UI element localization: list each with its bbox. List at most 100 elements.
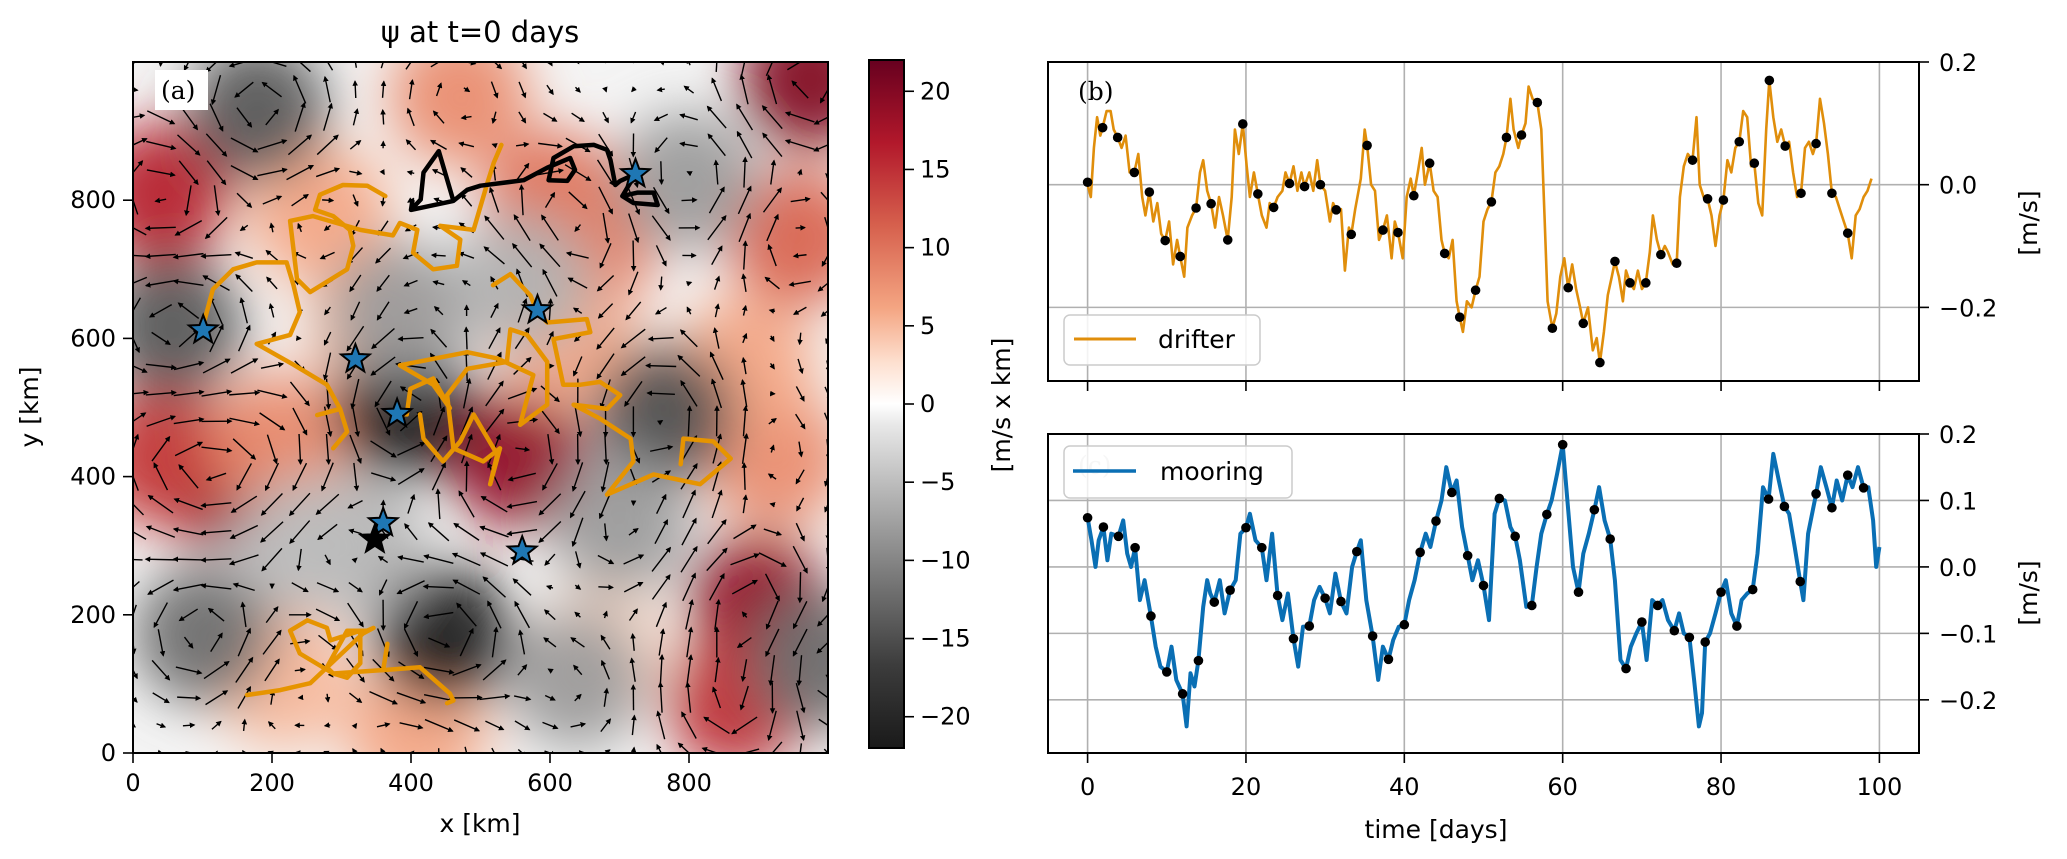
velocity-arrow <box>620 328 646 349</box>
velocity-arrow <box>157 629 166 657</box>
panel-c-xlabel: time [days] <box>1365 815 1508 844</box>
observation-dot <box>1431 516 1441 526</box>
observation-dot <box>1641 278 1651 288</box>
velocity-arrow <box>463 326 470 350</box>
observation-dot <box>1447 487 1457 498</box>
velocity-arrow <box>686 626 694 658</box>
velocity-arrow <box>538 520 562 544</box>
y-tick-label: 400 <box>70 463 116 491</box>
velocity-arrow <box>133 86 139 93</box>
observation-dot <box>1811 489 1821 499</box>
velocity-arrow <box>462 377 472 409</box>
velocity-arrow <box>456 602 477 627</box>
velocity-arrow <box>173 360 205 371</box>
velocity-arrow <box>239 224 249 232</box>
velocity-arrow <box>146 140 177 151</box>
velocity-arrow <box>260 521 284 543</box>
velocity-arrow <box>461 280 471 287</box>
velocity-arrow <box>816 641 828 654</box>
velocity-arrow <box>237 627 251 657</box>
velocity-arrow <box>769 335 775 342</box>
velocity-arrow <box>631 714 637 736</box>
velocity-arrow <box>324 693 331 703</box>
velocity-arrow <box>177 302 200 320</box>
observation-dot <box>1367 631 1378 641</box>
velocity-arrow <box>348 528 362 535</box>
velocity-arrow <box>628 528 639 536</box>
observation-dot <box>1177 689 1188 699</box>
velocity-arrow <box>681 197 698 203</box>
velocity-arrow <box>370 440 397 458</box>
velocity-arrow <box>571 112 585 122</box>
velocity-arrow <box>265 606 279 624</box>
velocity-arrow <box>538 142 563 149</box>
observation-dot <box>1299 181 1310 192</box>
velocity-arrow <box>296 548 302 572</box>
panel-b-drifter: (b) drifter −0.2 0.0 0.2 [m/s] <box>1047 49 2043 391</box>
velocity-arrow <box>645 362 677 369</box>
velocity-arrow <box>325 433 332 466</box>
velocity-arrow <box>708 186 725 214</box>
velocity-arrow <box>521 62 527 70</box>
velocity-arrow <box>797 572 803 604</box>
velocity-arrow <box>771 741 783 753</box>
velocity-arrow <box>512 578 532 596</box>
velocity-arrow <box>433 306 444 316</box>
velocity-arrow <box>790 196 811 203</box>
observation-dot <box>1669 625 1680 636</box>
star-marker <box>186 312 221 345</box>
velocity-arrow <box>819 88 828 104</box>
velocity-arrow <box>653 113 669 121</box>
velocity-arrow <box>797 441 804 458</box>
velocity-arrow <box>158 62 164 67</box>
velocity-arrow <box>604 749 611 753</box>
y-tick-label: 200 <box>70 601 116 629</box>
velocity-arrow <box>539 243 561 268</box>
velocity-arrow <box>133 696 138 703</box>
velocity-arrow <box>681 517 697 546</box>
velocity-arrow <box>714 656 721 683</box>
velocity-arrow <box>739 685 749 711</box>
velocity-arrow <box>203 660 230 680</box>
velocity-arrow <box>213 185 221 217</box>
velocity-arrow <box>737 185 752 215</box>
velocity-arrow <box>710 378 723 409</box>
velocity-arrow <box>315 608 341 622</box>
velocity-arrow <box>352 406 361 438</box>
observation-dot <box>1362 140 1372 151</box>
observation-dot <box>1827 502 1837 513</box>
y-tick-label: 600 <box>70 324 116 352</box>
velocity-arrow <box>133 336 140 354</box>
velocity-arrow <box>396 692 427 704</box>
velocity-arrow <box>351 722 358 730</box>
velocity-arrow <box>651 546 672 572</box>
star-marker <box>618 156 653 189</box>
velocity-arrow <box>655 245 667 267</box>
velocity-arrow <box>204 216 228 240</box>
velocity-arrow <box>655 601 667 628</box>
panel-c-frame <box>1047 433 1920 754</box>
colorbar-gradient <box>868 59 905 749</box>
velocity-arrow <box>514 720 531 731</box>
velocity-arrow <box>646 390 675 397</box>
velocity-arrow <box>347 500 363 509</box>
velocity-arrow <box>624 380 643 407</box>
velocity-arrow <box>712 433 723 464</box>
velocity-arrow <box>266 276 278 290</box>
velocity-arrow <box>597 554 615 565</box>
velocity-arrows <box>133 62 828 753</box>
velocity-arrow <box>795 413 806 430</box>
velocity-arrow <box>351 557 358 564</box>
velocity-arrow <box>232 582 255 592</box>
velocity-arrow <box>813 116 828 125</box>
velocity-arrow <box>209 323 224 353</box>
velocity-arrow <box>288 492 311 517</box>
velocity-arrow <box>680 380 698 407</box>
velocity-arrow <box>152 692 170 704</box>
observation-dot <box>1352 546 1362 557</box>
observation-dot <box>1439 248 1450 259</box>
velocity-arrow <box>518 81 527 99</box>
velocity-arrow <box>600 461 610 493</box>
velocity-arrow <box>647 336 674 342</box>
velocity-arrow <box>230 137 259 153</box>
